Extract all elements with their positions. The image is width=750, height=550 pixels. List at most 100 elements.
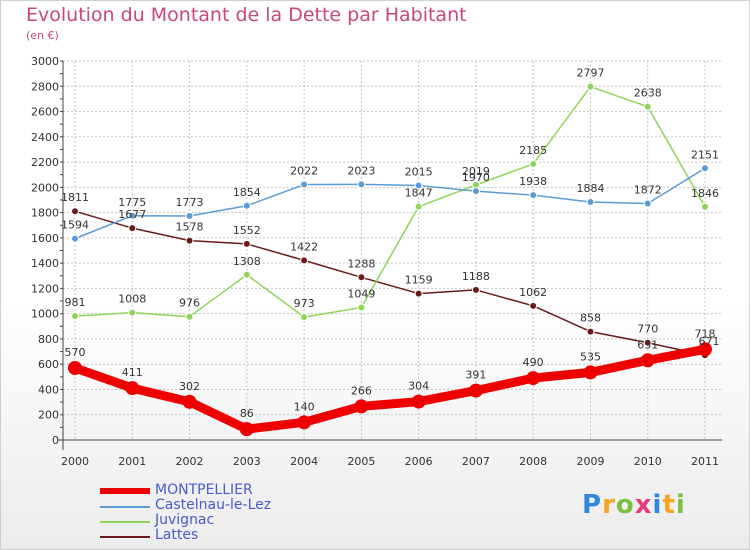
logo-letter: P	[582, 490, 603, 520]
data-label: 570	[65, 346, 86, 359]
y-tick-label: 1200	[31, 282, 59, 295]
data-label: 1872	[634, 184, 662, 197]
data-point	[468, 383, 483, 398]
data-point	[300, 256, 309, 265]
series-line-3	[74, 210, 706, 356]
data-point	[71, 312, 79, 321]
legend-swatch-castelnau	[100, 506, 150, 508]
data-point	[643, 102, 652, 111]
data-label: 1422	[290, 240, 318, 253]
legend-item-juvignac: Juvignac	[100, 512, 400, 529]
data-label: 1884	[576, 182, 604, 195]
logo-letter: o	[615, 490, 635, 520]
x-tick-label: 2003	[233, 455, 261, 468]
data-label: 411	[122, 366, 143, 379]
data-label: 631	[637, 338, 658, 351]
data-label: 1677	[118, 208, 146, 221]
data-point	[529, 301, 538, 310]
legend-label: MONTPELLIER	[155, 482, 253, 498]
data-point	[471, 285, 480, 294]
data-point	[182, 394, 197, 409]
x-tick-label: 2002	[176, 455, 204, 468]
data-label: 858	[580, 312, 601, 325]
data-point	[354, 399, 369, 414]
y-tick-label: 1000	[31, 308, 59, 321]
data-label: 1552	[233, 224, 261, 237]
data-label: 770	[637, 323, 658, 336]
y-tick-label: 2200	[31, 156, 59, 169]
data-label: 2015	[405, 165, 433, 178]
data-point	[701, 202, 709, 211]
series-line-2	[74, 85, 706, 318]
legend-swatch-lattes	[100, 536, 150, 538]
data-point	[128, 224, 137, 233]
data-point	[411, 394, 426, 409]
x-tick-label: 2006	[405, 455, 433, 468]
data-point	[239, 422, 254, 437]
logo-letter: i	[652, 490, 663, 520]
data-point	[643, 338, 652, 347]
y-tick-label: 400	[38, 383, 59, 396]
y-tick-label: 2400	[31, 131, 59, 144]
y-tick-label: 200	[38, 409, 59, 422]
data-point	[185, 212, 194, 221]
data-label: 1854	[233, 186, 261, 199]
legend-item-lattes: Lattes	[100, 527, 400, 544]
data-label: 535	[580, 350, 601, 363]
data-point	[529, 159, 538, 168]
chart-subtitle: (en €)	[26, 29, 59, 42]
data-label: 2151	[691, 148, 719, 161]
data-point	[357, 273, 366, 282]
data-label: 1188	[462, 270, 490, 283]
data-label: 1594	[61, 219, 89, 232]
data-label: 2023	[347, 164, 375, 177]
y-tick-label: 0	[52, 434, 59, 447]
data-label: 266	[351, 384, 372, 397]
data-point	[128, 308, 137, 317]
data-point	[300, 180, 309, 189]
x-tick-label: 2010	[634, 455, 662, 468]
y-tick-label: 2000	[31, 181, 59, 194]
logo-letter: i	[675, 490, 686, 520]
data-point	[586, 82, 595, 91]
data-point	[640, 353, 655, 368]
legend-label: Castelnau-le-Lez	[155, 497, 272, 513]
logo-letter: t	[662, 490, 676, 520]
data-point	[583, 365, 598, 380]
data-label: 1847	[405, 187, 433, 200]
data-label: 1578	[176, 221, 204, 234]
data-point	[586, 197, 595, 206]
y-tick-label: 800	[38, 333, 59, 346]
data-point	[414, 202, 423, 211]
data-point	[586, 327, 595, 336]
data-point	[242, 201, 251, 210]
data-label: 304	[408, 380, 429, 393]
x-tick-label: 2001	[118, 455, 146, 468]
data-point	[643, 199, 652, 208]
y-tick-label: 3000	[31, 55, 59, 68]
x-tick-label: 2005	[347, 455, 375, 468]
legend-label: Lattes	[155, 527, 199, 543]
data-label: 86	[240, 407, 254, 420]
data-point	[68, 360, 82, 375]
data-point	[185, 312, 194, 321]
x-tick-label: 2011	[691, 455, 719, 468]
y-tick-label: 1400	[31, 257, 59, 270]
data-label: 981	[65, 296, 86, 309]
data-point	[242, 270, 251, 279]
x-tick-label: 2000	[61, 455, 89, 468]
x-tick-label: 2009	[576, 455, 604, 468]
data-label: 1938	[519, 175, 547, 188]
data-label: 973	[294, 297, 315, 310]
legend-label: Juvignac	[155, 512, 215, 528]
data-label: 1773	[176, 196, 204, 209]
data-point	[71, 207, 79, 216]
legend-swatch-juvignac	[100, 521, 150, 523]
chart-title: Evolution du Montant de la Dette par Hab…	[26, 4, 467, 26]
x-tick-label: 2004	[290, 455, 318, 468]
x-tick-label: 2008	[519, 455, 547, 468]
legend-item-montpellier: MONTPELLIER	[100, 482, 400, 499]
data-label: 1062	[519, 286, 547, 299]
data-label: 1970	[462, 171, 490, 184]
data-point	[529, 191, 538, 200]
